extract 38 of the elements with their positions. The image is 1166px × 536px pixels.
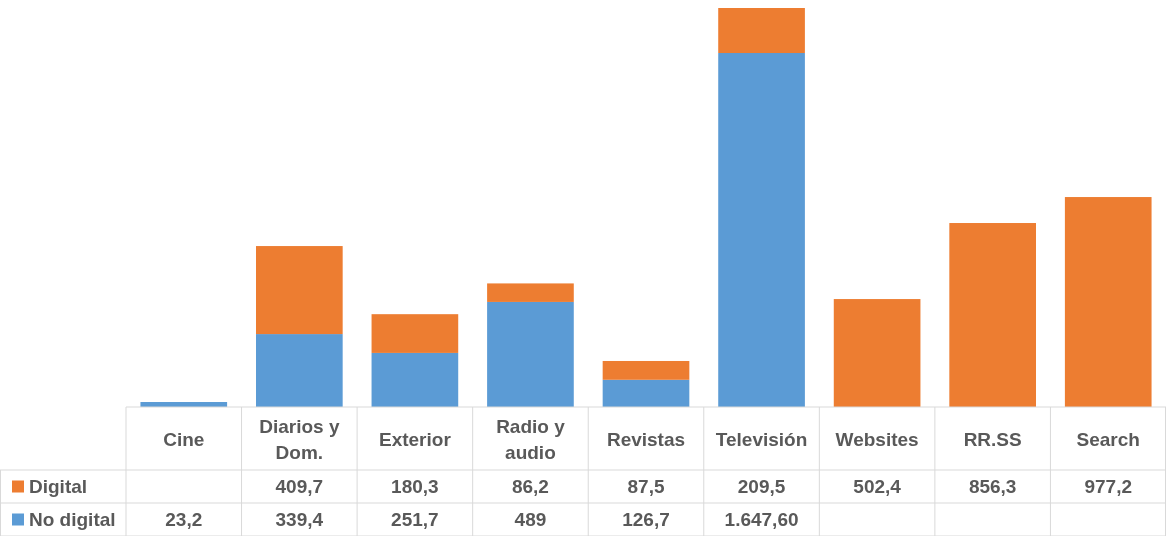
- bar: [256, 334, 343, 407]
- data-label: 1.647,60: [724, 509, 799, 530]
- data-label: 180,3: [391, 476, 439, 497]
- bar: [487, 301, 574, 407]
- bar: [602, 379, 690, 407]
- data-label: 502,4: [853, 476, 902, 497]
- legend-label: No digital: [29, 509, 116, 530]
- data-label: 86,2: [511, 476, 549, 497]
- data-label: 87,5: [627, 476, 665, 497]
- bar: [371, 352, 459, 407]
- x-tick-label: Websites: [835, 428, 919, 449]
- bar: [949, 223, 1036, 407]
- x-tick-label: Cine: [163, 428, 205, 449]
- data-label: 251,7: [391, 509, 439, 530]
- x-tick-label: Radio y audio: [496, 415, 566, 462]
- x-tick-label: Diarios y Dom.: [259, 415, 340, 462]
- data-label: 339,4: [275, 509, 324, 530]
- x-tick-label: Revistas: [606, 428, 686, 449]
- x-tick-label: Search: [1076, 428, 1140, 449]
- legend-label: Digital: [29, 476, 88, 497]
- data-label: 409,7: [275, 476, 324, 497]
- bar: [256, 246, 343, 335]
- data-label: 489: [514, 509, 547, 530]
- bar: [833, 299, 921, 407]
- data-label: 126,7: [622, 509, 670, 530]
- bar: [1064, 197, 1152, 407]
- x-tick-label: RR.SS: [963, 428, 1022, 449]
- data-label: 209,5: [737, 476, 786, 497]
- bar: [371, 314, 459, 353]
- data-label: 856,3: [968, 476, 1017, 497]
- data-label: 23,2: [165, 509, 203, 530]
- bar: [487, 283, 574, 302]
- x-tick-label: Exterior: [378, 428, 452, 449]
- bar: [718, 53, 805, 407]
- bar: [602, 360, 690, 380]
- bar: [718, 8, 805, 54]
- x-tick-label: Televisión: [715, 428, 808, 449]
- data-label: 977,2: [1084, 476, 1132, 497]
